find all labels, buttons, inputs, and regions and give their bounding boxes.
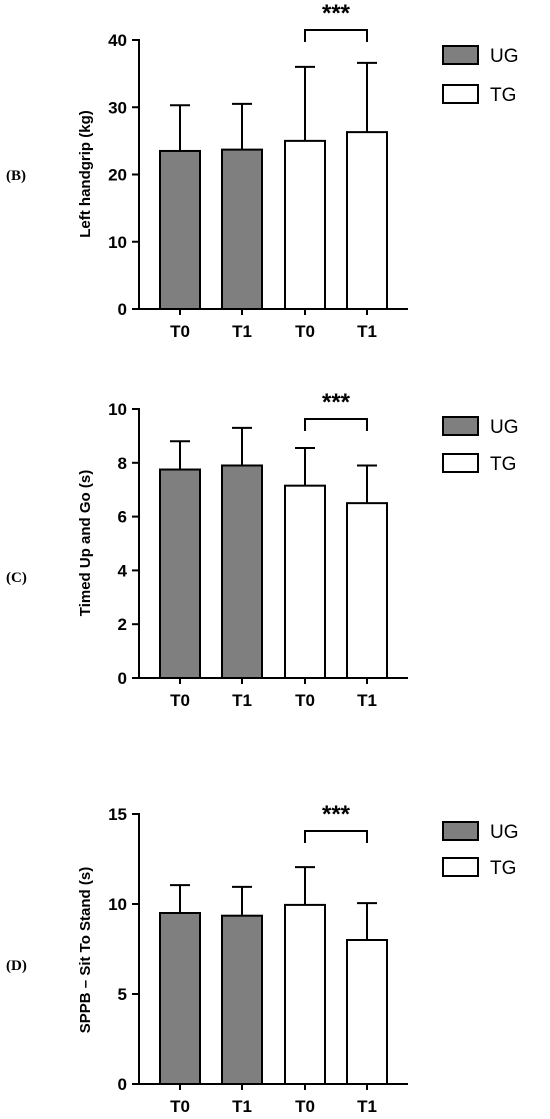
legend-label-ug: UG bbox=[490, 822, 519, 843]
legend-label-ug: UG bbox=[490, 417, 519, 438]
panel-d: (D) SPPB – Sit To Stand (s) 0 5 10 15 T0 T1 T0… bbox=[6, 801, 519, 1116]
bar-ug-t1 bbox=[221, 148, 263, 310]
x-tick-label: T0 bbox=[295, 691, 315, 710]
legend-label-tg: TG bbox=[490, 858, 516, 879]
panel-c: (C) Timed Up and Go (s) 0 2 4 6 8 10 T0 T1 T0 T1 *… bbox=[6, 389, 519, 710]
x-tick-label: T0 bbox=[170, 322, 190, 341]
significance-label: *** bbox=[322, 0, 351, 27]
bar-tg-t1 bbox=[346, 502, 388, 679]
significance-bracket bbox=[304, 830, 368, 843]
bar-tg-t1 bbox=[346, 131, 388, 310]
y-tick-label: 0 bbox=[118, 1075, 127, 1094]
x-tick-label: T1 bbox=[357, 322, 377, 341]
y-axis-label: Left handgrip (kg) bbox=[77, 110, 94, 238]
bar-ug-t0 bbox=[159, 468, 201, 679]
significance-label: *** bbox=[322, 389, 351, 416]
legend-label-tg: TG bbox=[490, 454, 516, 475]
bar-tg-t0 bbox=[284, 139, 326, 310]
legend-label-tg: TG bbox=[490, 85, 516, 106]
y-tick-label: 5 bbox=[118, 985, 127, 1004]
y-tick-label: 20 bbox=[108, 166, 127, 185]
plot-area: 0 5 10 15 T0 T1 T0 T1 *** bbox=[108, 801, 408, 1116]
x-tick-label: T1 bbox=[357, 691, 377, 710]
bar-ug-t0 bbox=[159, 149, 201, 310]
bar-tg-t0 bbox=[284, 484, 326, 680]
x-tick-label: T0 bbox=[170, 691, 190, 710]
significance-bracket bbox=[304, 29, 368, 42]
x-tick-label: T0 bbox=[295, 1097, 315, 1116]
y-tick-label: 6 bbox=[118, 508, 127, 527]
legend: UG TG bbox=[442, 45, 519, 106]
x-tick-label: T1 bbox=[357, 1097, 377, 1116]
plot-area: 0 2 4 6 8 10 T0 T1 T0 T1 *** bbox=[108, 389, 408, 710]
x-tick-label: T0 bbox=[170, 1097, 190, 1116]
legend-swatch-ug bbox=[442, 416, 479, 436]
y-tick-label: 30 bbox=[108, 98, 127, 117]
legend-swatch-tg bbox=[442, 857, 479, 877]
bar-ug-t0 bbox=[159, 912, 201, 1085]
y-axis-label: Timed Up and Go (s) bbox=[77, 470, 94, 616]
y-axis-label: SPPB – Sit To Stand (s) bbox=[77, 867, 94, 1033]
y-tick-label: 40 bbox=[108, 31, 127, 50]
y-tick-label: 2 bbox=[118, 615, 127, 634]
x-tick-label: T1 bbox=[232, 322, 252, 341]
legend-swatch-ug bbox=[442, 45, 479, 65]
x-tick-label: T1 bbox=[232, 1097, 252, 1116]
y-tick-label: 4 bbox=[118, 561, 128, 580]
legend-label-ug: UG bbox=[490, 46, 519, 67]
bar-tg-t1 bbox=[346, 939, 388, 1085]
bar-ug-t1 bbox=[221, 464, 263, 679]
panel-label: (B) bbox=[6, 168, 26, 184]
x-tick-label: T0 bbox=[295, 322, 315, 341]
y-tick-label: 8 bbox=[118, 454, 127, 473]
y-tick-label: 10 bbox=[108, 895, 127, 914]
y-tick-label: 0 bbox=[118, 300, 127, 319]
panel-b: (B) Left handgrip (kg) 0 10 20 30 40 T0 T1 T0 T1… bbox=[6, 0, 519, 341]
y-tick-label: 0 bbox=[118, 669, 127, 688]
legend: UG TG bbox=[442, 416, 519, 475]
legend-swatch-tg bbox=[442, 84, 479, 104]
y-tick-label: 10 bbox=[108, 400, 127, 419]
legend: UG TG bbox=[442, 821, 519, 879]
legend-swatch-ug bbox=[442, 821, 479, 841]
plot-area: 0 10 20 30 40 T0 T1 T0 T1 *** bbox=[108, 0, 408, 341]
bar-ug-t1 bbox=[221, 914, 263, 1086]
bar-tg-t0 bbox=[284, 903, 326, 1086]
y-tick-label: 10 bbox=[108, 233, 127, 252]
legend-swatch-tg bbox=[442, 453, 479, 473]
panel-label: (C) bbox=[6, 570, 27, 586]
x-tick-label: T1 bbox=[232, 691, 252, 710]
y-tick-label: 15 bbox=[108, 805, 127, 824]
panel-label: (D) bbox=[6, 958, 27, 974]
significance-bracket bbox=[304, 418, 368, 431]
significance-label: *** bbox=[322, 801, 351, 828]
